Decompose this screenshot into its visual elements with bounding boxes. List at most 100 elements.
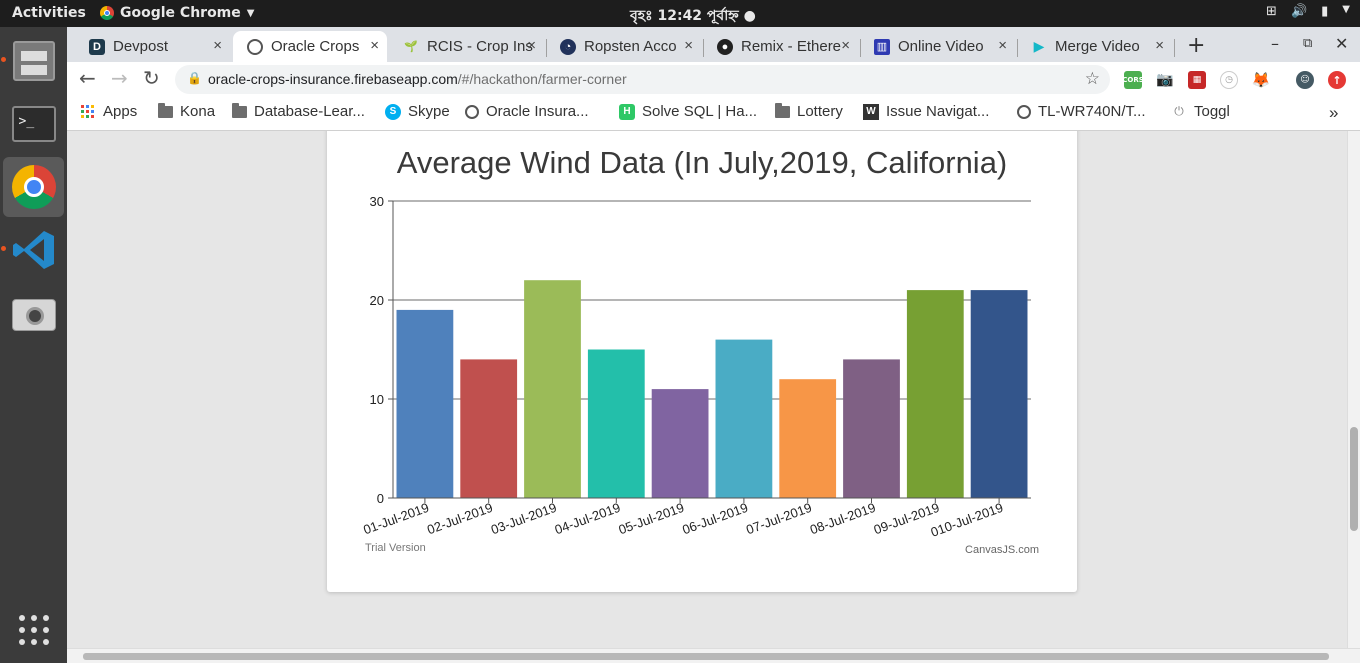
terminal-launcher[interactable]: >_ — [3, 94, 64, 154]
chrome-icon — [11, 165, 56, 209]
system-tray[interactable]: ⊞ 🔊 ▮ ▼ — [1266, 4, 1350, 19]
y-tick-label: 0 — [377, 491, 384, 506]
cors-extension-icon[interactable]: CORS — [1122, 71, 1144, 89]
tab-title: RCIS - Crop Ins — [427, 38, 533, 55]
profile-avatar[interactable]: ☺ — [1296, 71, 1314, 89]
bar-chart: 0 10 20 30 01-Jul-201902-Jul-201903-Jul-2019… — [361, 194, 1031, 540]
bookmark-oracle-insurance[interactable]: Oracle Insura... — [465, 103, 589, 120]
bar — [906, 290, 964, 498]
close-icon[interactable]: × — [527, 37, 536, 54]
bar — [715, 339, 773, 498]
power-icon: ⏻ — [1174, 104, 1184, 118]
camera-extension-icon[interactable]: 📷 — [1156, 71, 1174, 89]
folder-icon — [774, 102, 790, 120]
close-window-button[interactable]: ✕ — [1335, 34, 1349, 53]
bar — [587, 349, 645, 498]
chevron-down-icon: ▼ — [246, 7, 255, 19]
bookmark-issue-navigator[interactable]: W Issue Navigat... — [863, 103, 989, 120]
bookmark-label: Issue Navigat... — [886, 103, 990, 120]
red-extension-icon[interactable]: ▦ — [1188, 71, 1206, 89]
running-indicator — [1, 57, 6, 62]
close-icon[interactable]: × — [1155, 37, 1164, 54]
apps-grid-icon — [80, 104, 96, 120]
tab-title: Devpost — [113, 38, 169, 55]
clock[interactable]: বৃহঃ 12:42 পূর্বাহ্ন ● — [630, 8, 756, 24]
app-grid-icon — [18, 615, 49, 645]
back-button[interactable]: ← — [79, 66, 96, 90]
bookmark-star-icon[interactable]: ☆ — [1084, 69, 1100, 89]
scrollbar-thumb[interactable] — [83, 653, 1329, 660]
more-bookmarks-button[interactable]: » — [1329, 103, 1339, 122]
play-icon: ▶ — [1033, 38, 1045, 54]
bookmark-apps[interactable]: Apps — [80, 103, 137, 120]
app-menu[interactable]: Google Chrome ▼ — [100, 5, 254, 21]
close-icon[interactable]: × — [684, 37, 693, 54]
camera-app-launcher[interactable] — [3, 285, 64, 345]
address-bar[interactable]: 🔒 oracle-crops-insurance.firebaseapp.com… — [175, 65, 1110, 94]
bookmark-skype[interactable]: S Skype — [385, 103, 450, 120]
canvasjs-credit-link[interactable]: CanvasJS.com — [965, 544, 1039, 556]
minimize-button[interactable]: – — [1271, 34, 1279, 53]
devpost-icon: D — [89, 38, 105, 55]
show-applications-button[interactable] — [3, 600, 64, 660]
bookmark-toggl[interactable]: ⏻ Toggl — [1171, 103, 1230, 120]
bar — [779, 379, 837, 498]
bar — [396, 309, 454, 498]
vertical-scrollbar[interactable] — [1347, 131, 1360, 648]
bar — [460, 359, 518, 498]
wiki-icon: W — [863, 103, 879, 120]
bookmark-hackerrank[interactable]: H Solve SQL | Ha... — [619, 103, 757, 120]
close-icon[interactable]: × — [213, 37, 222, 54]
url-text[interactable]: oracle-crops-insurance.firebaseapp.com/#… — [208, 71, 627, 87]
tab-ropsten[interactable]: ◔ Ropsten Acco × — [546, 31, 701, 62]
y-tick-label: 30 — [370, 194, 384, 209]
new-tab-button[interactable]: + — [1187, 33, 1206, 58]
globe-icon — [247, 38, 263, 55]
bookmark-folder-kona[interactable]: Kona — [157, 102, 215, 120]
chart-card: Average Wind Data (In July,2019, Califor… — [327, 131, 1077, 592]
x-tick-label: 010-Jul-2019 — [929, 500, 1005, 540]
close-icon[interactable]: × — [998, 37, 1007, 54]
tab-strip: D Devpost × Oracle Crops × 🌱 RCIS - Crop… — [67, 27, 1360, 62]
tab-title: Oracle Crops — [271, 38, 360, 55]
trial-version-label: Trial Version — [365, 542, 426, 554]
chrome-icon — [100, 6, 114, 20]
system-top-bar: Activities Google Chrome ▼ বৃহঃ 12:42 পূ… — [0, 0, 1360, 27]
vscode-launcher[interactable] — [3, 220, 64, 280]
bookmark-folder-database[interactable]: Database-Lear... — [231, 102, 365, 120]
forward-button[interactable]: → — [111, 66, 128, 90]
bookmark-label: Toggl — [1194, 103, 1230, 120]
reload-button[interactable]: ↻ — [143, 66, 160, 90]
tab-devpost[interactable]: D Devpost × — [75, 31, 230, 62]
y-tick-label: 20 — [370, 293, 384, 308]
bookmark-label: Apps — [103, 103, 138, 120]
update-icon[interactable]: ↑ — [1328, 71, 1346, 89]
bookmark-folder-lottery[interactable]: Lottery — [774, 102, 843, 120]
x-tick-label: 04-Jul-2019 — [553, 500, 623, 538]
tab-rcis[interactable]: 🌱 RCIS - Crop Ins × — [389, 31, 544, 62]
lock-icon: 🔒 — [187, 71, 202, 85]
tab-title: Remix - Ethere — [741, 38, 842, 55]
url-host: oracle-crops-insurance.firebaseapp.com — [208, 71, 458, 87]
tab-oracle-crops[interactable]: Oracle Crops × — [233, 31, 387, 62]
metamask-fox-icon[interactable]: 🦊 — [1251, 71, 1271, 89]
page-content: Average Wind Data (In July,2019, Califor… — [67, 131, 1360, 648]
close-icon[interactable]: × — [841, 37, 850, 54]
tab-online-video[interactable]: ▥ Online Video × — [860, 31, 1015, 62]
clock-extension-icon[interactable]: ◷ — [1220, 71, 1238, 89]
chrome-launcher[interactable] — [3, 157, 64, 217]
horizontal-scrollbar[interactable] — [67, 648, 1360, 663]
tab-remix[interactable]: ● Remix - Ethere × — [703, 31, 858, 62]
maximize-button[interactable]: ⧉ — [1303, 36, 1313, 51]
scrollbar-thumb[interactable] — [1350, 427, 1358, 531]
close-icon[interactable]: × — [370, 37, 379, 54]
battery-icon: ▮ — [1321, 4, 1329, 19]
files-launcher[interactable] — [3, 31, 64, 91]
x-tick-label: 02-Jul-2019 — [425, 500, 495, 538]
chart-title: Average Wind Data (In July,2019, Califor… — [396, 145, 1008, 180]
hackerrank-icon: H — [619, 103, 635, 120]
activities-button[interactable]: Activities — [12, 5, 86, 21]
tab-merge-video[interactable]: ▶ Merge Video × — [1017, 31, 1172, 62]
bookmark-router[interactable]: TL-WR740N/T... — [1017, 103, 1146, 120]
bar — [651, 389, 709, 498]
